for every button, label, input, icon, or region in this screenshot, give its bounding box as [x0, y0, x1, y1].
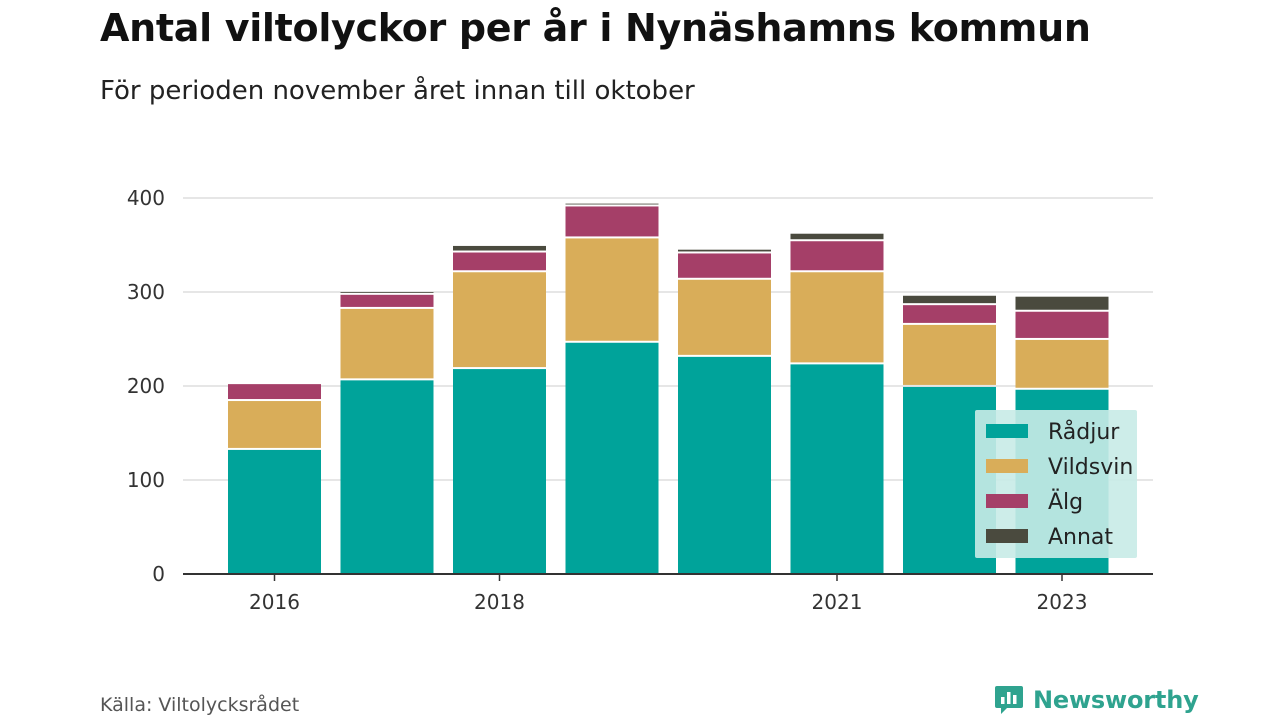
chart-subtitle: För perioden november året innan till ok…	[100, 76, 695, 106]
bar-segment	[903, 324, 996, 385]
brand-logo: Newsworthy	[994, 684, 1199, 716]
bar-segment	[903, 295, 996, 304]
x-tick-label: 2016	[249, 590, 300, 614]
x-tick-label: 2018	[474, 590, 525, 614]
bar-segment	[1015, 311, 1109, 338]
bar-segment	[678, 249, 771, 252]
bar-segment	[228, 449, 321, 574]
y-tick-label: 300	[127, 280, 165, 304]
bar-segment	[790, 272, 884, 363]
bar-segment	[678, 356, 771, 574]
legend-label: Vildsvin	[1048, 455, 1133, 480]
legend-swatch	[986, 424, 1028, 438]
bar-segment	[565, 238, 659, 341]
y-tick-label: 200	[127, 374, 165, 398]
bar-segment	[565, 342, 659, 574]
y-gridlines: 0 100 200 300 400	[127, 186, 1153, 586]
bar-segment	[340, 294, 434, 307]
legend-swatch	[986, 459, 1028, 473]
x-axis: 2016 2018 2021 2023	[183, 573, 1153, 614]
bar-segment	[1015, 296, 1109, 310]
legend: Rådjur Vildsvin Älg Annat	[975, 410, 1137, 558]
legend-swatch	[986, 494, 1028, 508]
source-note: Källa: Viltolycksrådet	[100, 694, 300, 716]
bar-segment	[678, 279, 771, 355]
legend-label: Annat	[1048, 525, 1113, 550]
y-tick-label: 0	[152, 562, 165, 586]
bar-segment	[565, 203, 659, 205]
bar-segment	[228, 401, 321, 448]
brand-name: Newsworthy	[1033, 686, 1199, 714]
legend-box	[975, 410, 1137, 558]
bar-segment	[1015, 339, 1109, 388]
legend-swatch	[986, 529, 1028, 543]
newsworthy-logo-icon	[995, 686, 1023, 714]
y-tick-label: 100	[127, 468, 165, 492]
bar-segment	[340, 380, 434, 574]
bar-segment	[903, 305, 996, 323]
bar-segment	[228, 384, 321, 400]
bar-segment	[790, 364, 884, 574]
bar-segment	[565, 206, 659, 237]
chart-title: Antal viltolyckor per år i Nynäshamns ko…	[100, 6, 1091, 50]
bar-segment	[453, 245, 546, 251]
bar-segment	[340, 292, 434, 293]
legend-label: Rådjur	[1048, 419, 1120, 445]
bar-segment	[790, 241, 884, 271]
x-tick-label: 2021	[812, 590, 863, 614]
bar-segment	[453, 369, 546, 574]
x-tick-label: 2023	[1037, 590, 1088, 614]
y-tick-label: 400	[127, 186, 165, 210]
bar-segment	[453, 272, 546, 368]
bar-segment	[790, 233, 884, 240]
bar-segment	[453, 252, 546, 271]
bar-segment	[678, 253, 771, 278]
bar-segment	[340, 308, 434, 379]
legend-label: Älg	[1048, 489, 1083, 515]
